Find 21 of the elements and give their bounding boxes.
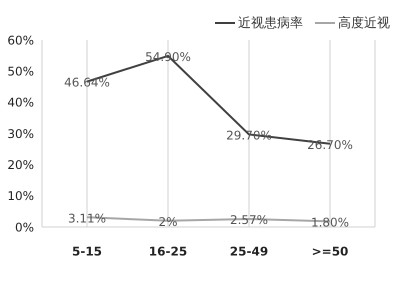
legend-label: 近视患病率 [238, 15, 303, 32]
data-label: 2.57% [230, 212, 268, 227]
data-label: 1.80% [310, 215, 350, 230]
y-tick-label: 30% [7, 126, 34, 141]
y-tick-label: 0% [14, 220, 34, 234]
y-tick-label: 20% [7, 158, 34, 172]
legend-label: 高度近视 [338, 15, 390, 32]
x-tick-label: >=50 [312, 244, 348, 259]
x-tick-label: 16-25 [148, 244, 188, 259]
y-tick-label: 60% [7, 33, 34, 48]
y-tick-label: 50% [7, 64, 34, 78]
data-label: 2% [158, 214, 178, 229]
y-tick-label: 40% [7, 96, 34, 110]
data-label: 29.70% [226, 128, 272, 142]
data-label: 54.90% [145, 50, 191, 64]
y-tick-label: 10% [7, 189, 34, 204]
x-tick-label: 25-49 [230, 244, 268, 259]
data-label: 3.11% [68, 211, 106, 226]
x-tick-label: 5-15 [72, 244, 102, 259]
data-label: 26.70% [307, 138, 353, 152]
data-label: 46.64% [64, 76, 110, 90]
